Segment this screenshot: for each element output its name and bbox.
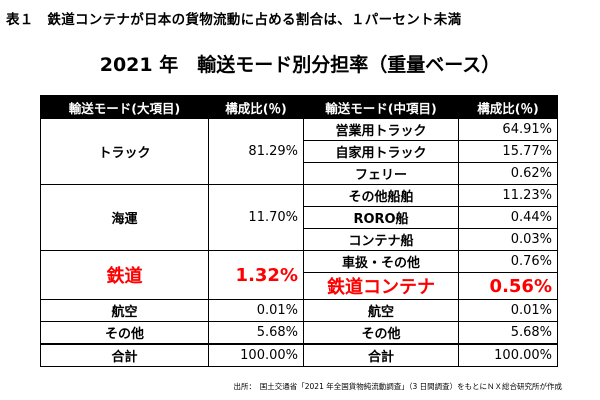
major-mode-shipping: 海運 — [40, 184, 209, 251]
sub-share-cell: 0.03% — [458, 228, 558, 251]
sub-mode-cell: その他 — [303, 321, 459, 345]
table-header-row: 輸送モード(大項目) 構成比(％) 輸送モード(中項目) 構成比(％) — [40, 95, 558, 119]
sub-mode-cell: 合計 — [303, 343, 459, 367]
sub-share-cell: 11.23% — [458, 184, 558, 207]
modal-share-table: 輸送モード(大項目) 構成比(％) 輸送モード(中項目) 構成比(％) トラック… — [40, 95, 558, 367]
sub-share-cell: 5.68% — [458, 321, 558, 345]
sub-mode-cell: その他船舶 — [303, 184, 459, 207]
major-mode-total: 合計 — [40, 343, 209, 367]
table-row: RORO船 0.44% — [41, 206, 558, 229]
sub-mode-rail-container: 鉄道コンテナ — [303, 272, 459, 300]
sub-mode-cell: コンテナ船 — [303, 228, 459, 251]
major-share-total: 100.00% — [208, 343, 304, 367]
table-subtitle: 2021 年 輸送モード別分担率（重量ベース） — [99, 54, 501, 76]
major-mode-rail: 鉄道 — [40, 250, 209, 300]
table-caption: 表１ 鉄道コンテナが日本の貨物流動に占める割合は、１パーセント未満 — [6, 12, 462, 28]
major-mode-other: その他 — [40, 321, 209, 345]
source-note: 出所： 国土交通省「2021 年全国貨物純流動調査」（3 日間調査）をもとにＮＸ… — [233, 382, 562, 391]
sub-share-rail-container: 0.56% — [458, 272, 558, 300]
table-row: 鉄道コンテナ 0.56% — [41, 272, 558, 300]
sub-share-cell: 100.00% — [458, 343, 558, 367]
header-sub-share: 構成比(％) — [458, 95, 558, 119]
table-row: その他 5.68% その他 5.68% — [40, 321, 558, 345]
major-share-truck: 81.29% — [208, 118, 304, 185]
header-major-share: 構成比(％) — [208, 95, 304, 119]
table-row: 海運 11.70% その他船舶 11.23% — [40, 184, 558, 251]
sub-mode-cell: 車扱・その他 — [303, 250, 459, 273]
major-share-other: 5.68% — [208, 321, 304, 345]
table-total-row: 合計 100.00% 合計 100.00% — [40, 343, 558, 367]
table-row: トラック 81.29% 営業用トラック 64.91% — [40, 118, 558, 185]
sub-mode-cell: フェリー — [303, 162, 459, 185]
sub-share-cell: 0.44% — [458, 206, 558, 229]
sub-mode-cell: 営業用トラック — [303, 118, 459, 141]
sub-mode-cell: 航空 — [303, 299, 459, 322]
major-share-rail: 1.32% — [208, 250, 304, 300]
sub-share-cell: 64.91% — [458, 118, 558, 141]
sub-share-cell: 0.76% — [458, 250, 558, 273]
header-major-mode: 輸送モード(大項目) — [40, 95, 209, 119]
sub-share-cell: 15.77% — [458, 140, 558, 163]
table-row: 鉄道 1.32% 車扱・その他 0.76% — [40, 250, 558, 300]
sub-share-cell: 0.62% — [458, 162, 558, 185]
major-share-shipping: 11.70% — [208, 184, 304, 251]
major-mode-truck: トラック — [40, 118, 209, 185]
major-share-air: 0.01% — [208, 299, 304, 322]
sub-mode-cell: RORO船 — [303, 206, 459, 229]
sub-share-cell: 0.01% — [458, 299, 558, 322]
header-sub-mode: 輸送モード(中項目) — [303, 95, 459, 119]
table-row: 航空 0.01% 航空 0.01% — [40, 299, 558, 322]
major-mode-air: 航空 — [40, 299, 209, 322]
sub-mode-cell: 自家用トラック — [303, 140, 459, 163]
